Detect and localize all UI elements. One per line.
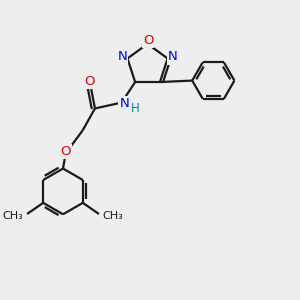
Text: CH₃: CH₃ [3, 211, 24, 221]
Text: O: O [85, 75, 95, 88]
Text: N: N [117, 50, 127, 64]
Text: N: N [168, 50, 178, 64]
Text: CH₃: CH₃ [103, 211, 123, 221]
Text: N: N [119, 97, 129, 110]
Text: O: O [143, 34, 153, 47]
Text: H: H [131, 102, 140, 115]
Text: O: O [61, 145, 71, 158]
